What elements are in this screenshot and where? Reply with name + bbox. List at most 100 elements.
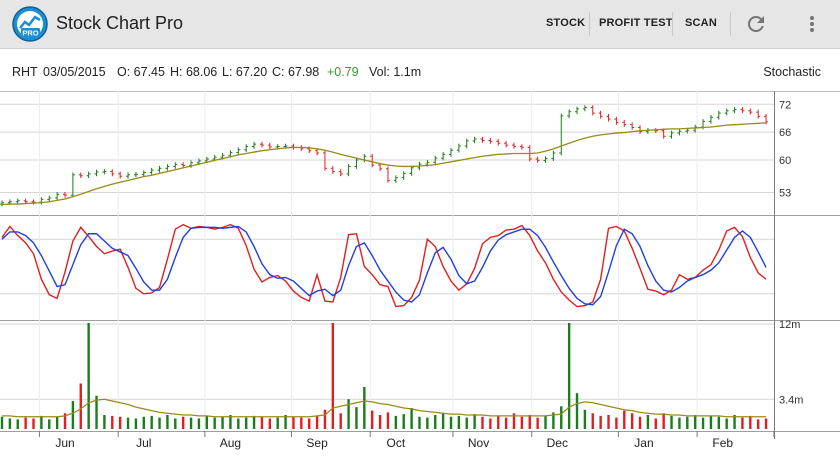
volume-bar[interactable] [40,415,43,429]
volume-bar[interactable] [142,416,145,429]
price-candle[interactable] [764,114,769,125]
volume-bar[interactable] [504,417,508,429]
volume-bar[interactable] [410,408,413,429]
volume-bar[interactable] [300,417,303,429]
price-candle[interactable] [70,172,75,198]
price-candle[interactable] [567,109,572,119]
price-candle[interactable] [393,175,398,183]
price-candle[interactable] [456,143,461,153]
volume-bar[interactable] [150,415,153,429]
price-candle[interactable] [401,171,406,180]
price-candle[interactable] [39,197,44,205]
volume-bar[interactable] [536,417,539,429]
volume-bar[interactable] [339,413,342,429]
volume-bar[interactable] [79,383,82,430]
volume-bar[interactable] [473,414,476,429]
price-candle[interactable] [86,171,91,179]
volume-bar[interactable] [426,417,429,429]
volume-bar[interactable] [449,416,453,429]
volume-bar[interactable] [166,415,169,429]
price-candle[interactable] [448,147,453,157]
volume-bar[interactable] [347,399,350,429]
volume-bar[interactable] [662,413,665,429]
volume-bar[interactable] [276,417,279,429]
price-candle[interactable] [55,191,60,201]
price-candle[interactable] [47,195,52,202]
price-candle[interactable] [575,106,580,115]
volume-bar[interactable] [371,410,374,429]
volume-bar[interactable] [441,413,445,429]
volume-bar[interactable] [111,415,114,429]
price-candle[interactable] [559,113,564,156]
price-candle[interactable] [15,198,20,205]
volume-bar[interactable] [434,415,437,429]
price-candle[interactable] [338,169,343,177]
volume-bar[interactable] [260,416,264,429]
volume-bar[interactable] [741,417,744,429]
volume-bar[interactable] [32,418,35,430]
volume-bar[interactable] [646,415,650,429]
price-candle[interactable] [614,116,619,125]
volume-bar[interactable] [315,415,319,429]
volume-bar[interactable] [599,415,602,429]
volume-bar[interactable] [252,415,256,429]
price-panel[interactable] [0,105,769,207]
price-candle[interactable] [740,107,745,114]
volume-bar[interactable] [693,415,697,429]
price-candle[interactable] [181,162,186,168]
volume-bar[interactable] [528,415,531,429]
price-candle[interactable] [488,138,493,144]
price-candle[interactable] [110,169,115,177]
volume-bar[interactable] [292,416,295,429]
price-candle[interactable] [622,120,627,128]
volume-bar[interactable] [567,323,571,429]
volume-bar[interactable] [95,395,98,429]
volume-bar[interactable] [284,415,287,429]
volume-bar[interactable] [189,417,193,429]
volume-bar[interactable] [552,412,555,429]
price-candle[interactable] [519,144,524,150]
volume-bar[interactable] [331,323,335,429]
price-candle[interactable] [496,139,501,146]
price-candle[interactable] [708,114,713,124]
price-candle[interactable] [756,109,761,119]
refresh-icon[interactable] [744,12,768,36]
volume-bar[interactable] [615,417,618,429]
price-candle[interactable] [512,142,516,149]
volume-bar[interactable] [237,418,240,430]
volume-bar[interactable] [323,409,327,429]
price-candle[interactable] [441,152,446,161]
price-candle[interactable] [322,150,327,171]
price-candle[interactable] [677,128,682,136]
price-candle[interactable] [385,166,390,183]
volume-bar[interactable] [481,416,484,429]
price-candle[interactable] [141,170,146,177]
price-candle[interactable] [661,128,666,139]
price-candle[interactable] [504,140,509,148]
volume-bar[interactable] [764,418,768,430]
volume-bar[interactable] [118,416,122,429]
volume-bar[interactable] [63,413,67,429]
volume-bar[interactable] [630,413,634,429]
volume-bar[interactable] [749,415,752,429]
profit-test-button[interactable]: PROFIT TEST [599,17,673,29]
price-candle[interactable] [606,114,611,122]
price-candle[interactable] [346,164,351,177]
volume-bar[interactable] [654,418,657,430]
volume-bar[interactable] [181,416,185,429]
volume-bar[interactable] [205,415,208,429]
volume-bar[interactable] [520,416,524,429]
app-logo-icon[interactable]: PRO [12,6,48,42]
volume-bar[interactable] [213,417,216,429]
price-candle[interactable] [409,165,414,176]
stock-button[interactable]: STOCK [546,17,586,29]
volume-bar[interactable] [308,418,311,430]
price-candle[interactable] [362,153,367,163]
volume-bar[interactable] [363,387,366,429]
price-candle[interactable] [464,138,469,149]
volume-bar[interactable] [8,418,12,430]
volume-bar[interactable] [575,393,579,429]
volume-bar[interactable] [544,415,547,429]
volume-bar[interactable] [268,418,272,430]
price-candle[interactable] [598,110,603,119]
